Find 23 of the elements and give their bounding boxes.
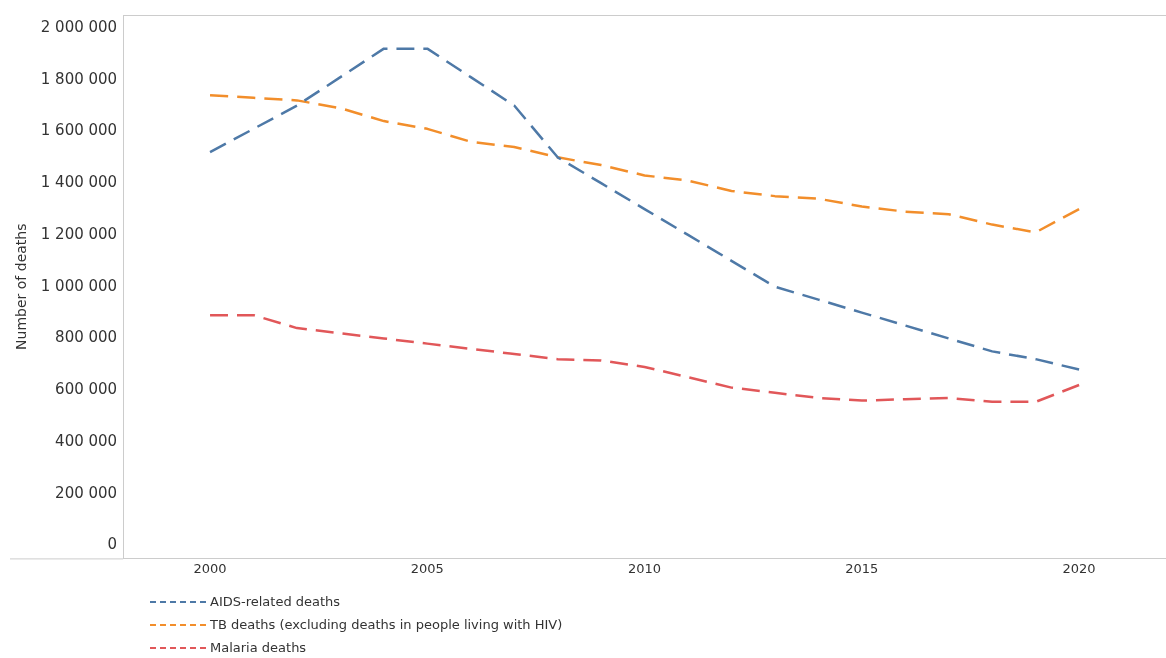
- y-tick-label: 1 400 000: [40, 173, 118, 192]
- y-tick-label: 0: [107, 535, 118, 554]
- y-tick-label: 200 000: [55, 483, 118, 502]
- y-axis-title: Number of deaths: [13, 223, 30, 350]
- line-series: [208, 313, 1081, 404]
- line-series: [208, 93, 1081, 234]
- x-tick-label: 2020: [1062, 560, 1096, 576]
- y-tick-label: 2 000 000: [40, 17, 118, 36]
- legend-label: Malaria deaths: [210, 640, 307, 655]
- legend-label: TB deaths (excluding deaths in people living with HIV): [210, 617, 563, 632]
- y-tick-label: 800 000: [55, 328, 118, 347]
- x-tick-label: 2015: [845, 560, 879, 576]
- y-tick-label: 1 000 000: [40, 276, 118, 295]
- y-tick-label: 1 800 000: [40, 69, 118, 88]
- x-tick-label: 2000: [193, 560, 227, 576]
- y-tick-label: 1 600 000: [40, 121, 118, 140]
- x-tick-label: 2005: [410, 560, 444, 576]
- line-series: [208, 47, 1081, 371]
- y-tick-label: 1 200 000: [40, 224, 118, 243]
- legend-label: AIDS-related deaths: [210, 594, 341, 609]
- x-tick-label: 2010: [628, 560, 662, 576]
- y-tick-label: 400 000: [55, 431, 118, 450]
- y-tick-label: 600 000: [55, 380, 118, 399]
